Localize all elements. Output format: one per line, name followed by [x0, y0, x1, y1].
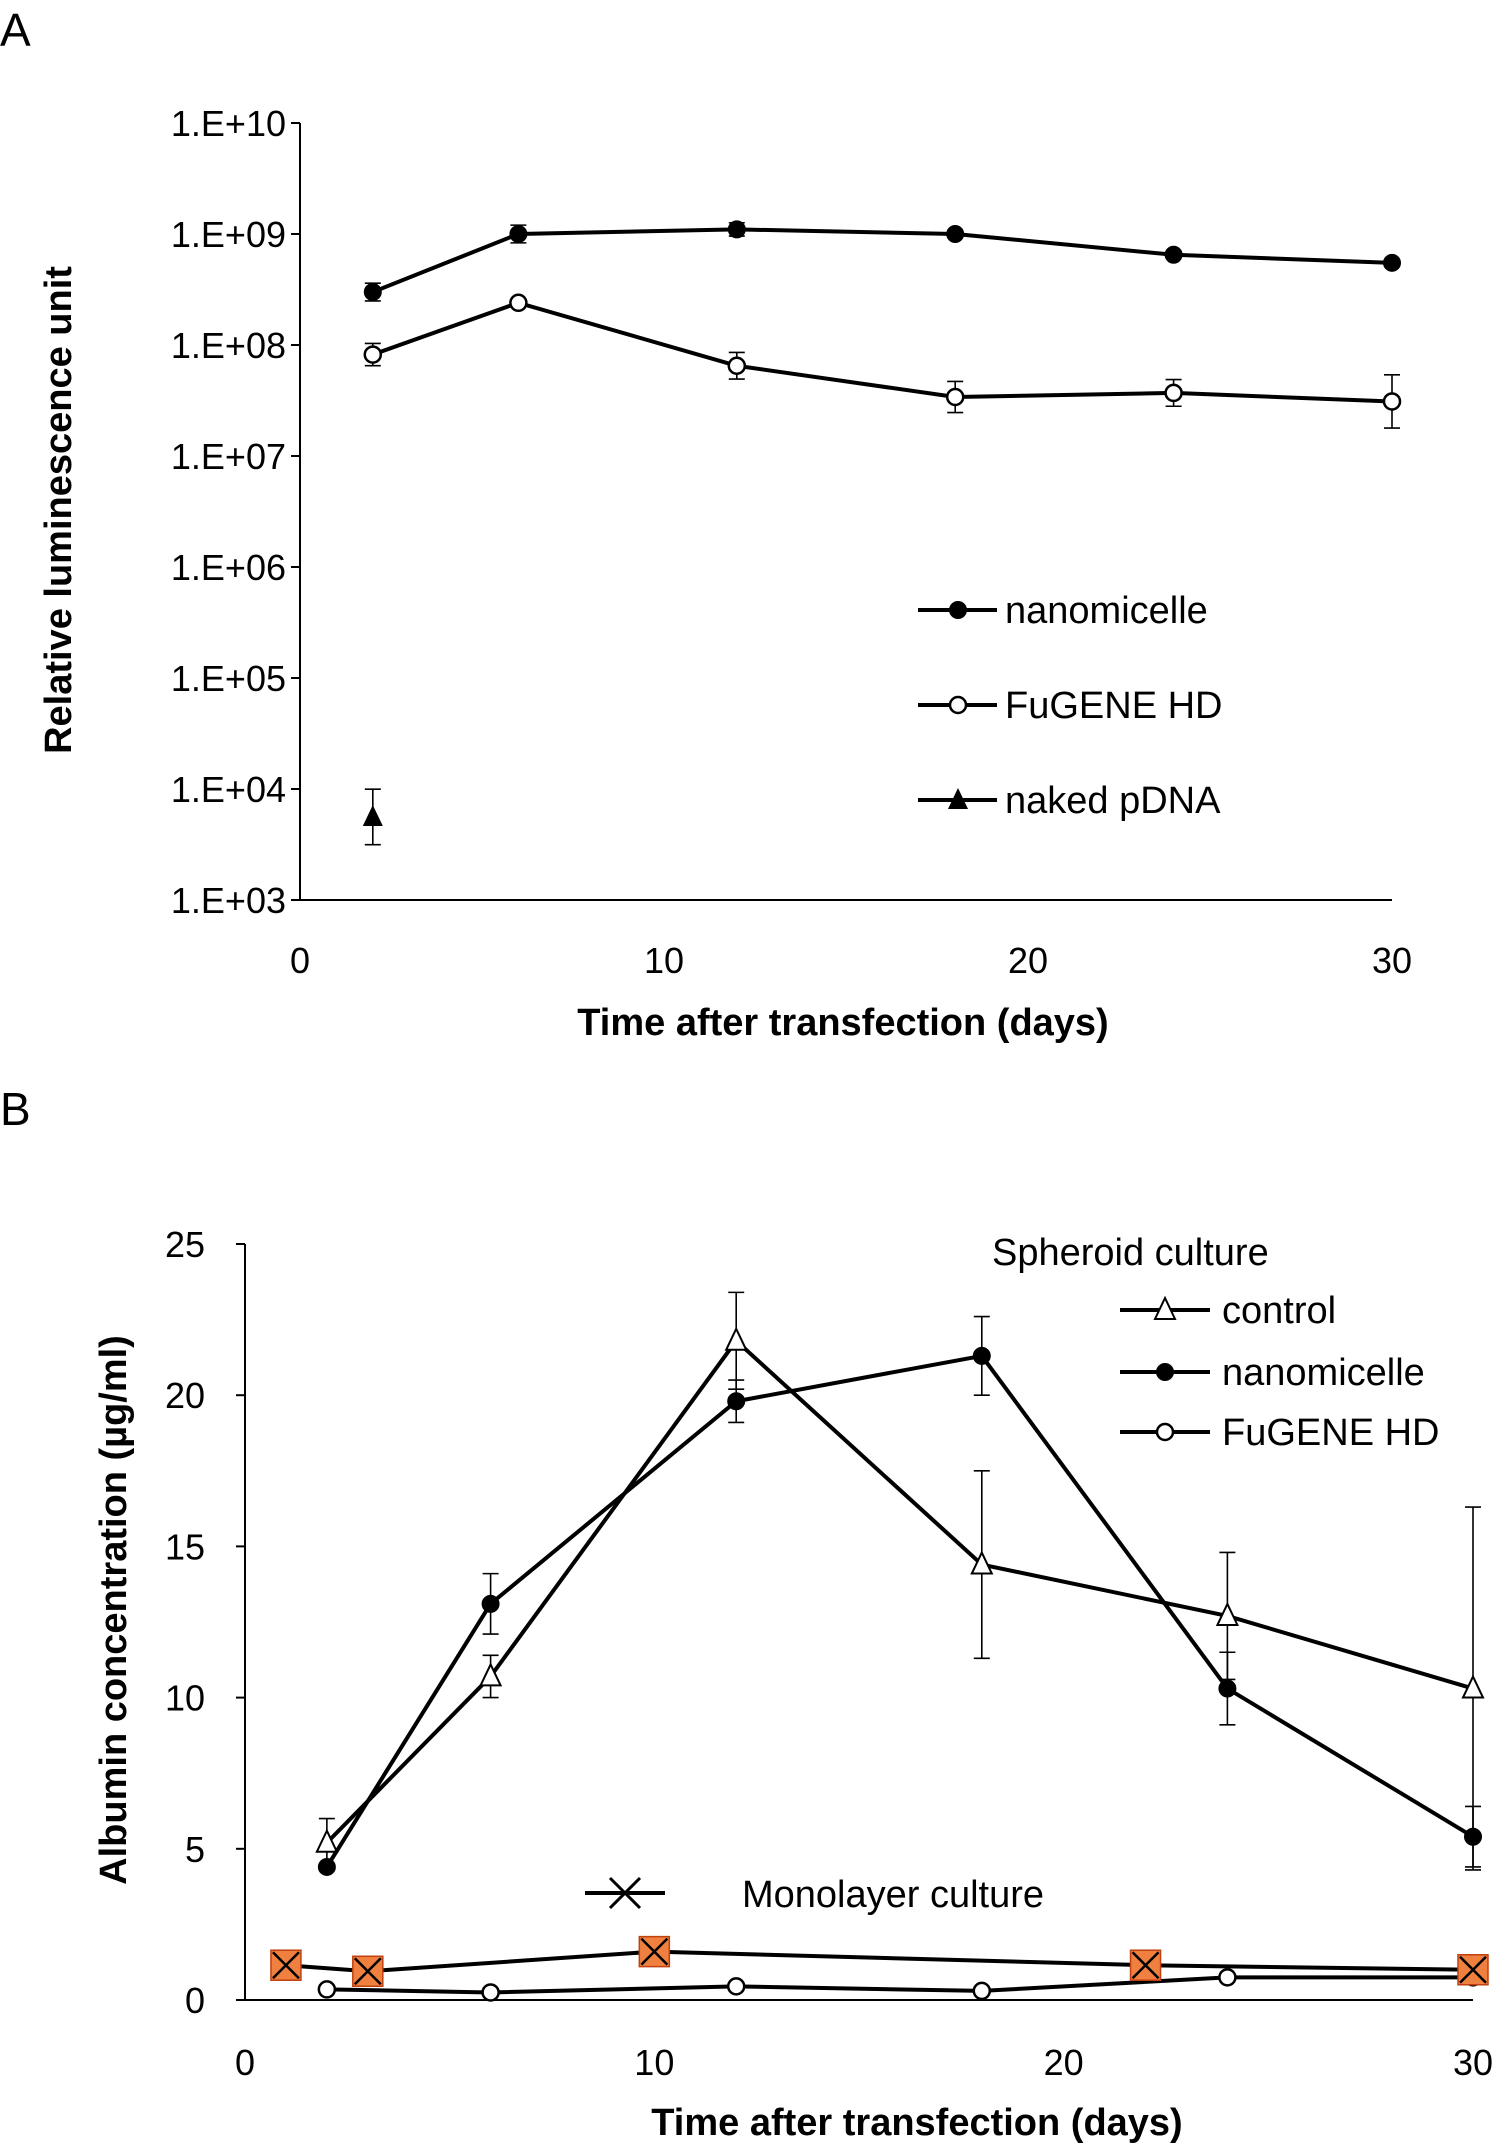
data-point	[363, 283, 382, 302]
y-tick-label: 1.E+03	[171, 880, 286, 921]
data-point-cross	[1131, 1951, 1160, 1980]
x-tick-label: 20	[1044, 2042, 1084, 2083]
data-point	[1382, 392, 1402, 411]
y-tick-label: 5	[185, 1829, 205, 1870]
monolayer-label: Monolayer culture	[742, 1874, 1044, 1916]
series-line	[285, 1949, 1474, 1974]
y-tick-label: 1.E+07	[171, 436, 286, 477]
data-point	[481, 1983, 500, 2002]
data-point	[509, 293, 528, 313]
series-line	[372, 227, 1393, 294]
legend-marker	[948, 695, 968, 715]
data-point	[1218, 1679, 1237, 1698]
x-tick-label: 20	[1008, 940, 1048, 981]
y-tick-label: 20	[165, 1375, 205, 1416]
data-point-cross	[640, 1937, 669, 1966]
x-tick-label: 30	[1372, 940, 1412, 981]
monolayer-legend-x-icon	[608, 1876, 642, 1910]
y-tick-label: 25	[165, 1224, 205, 1265]
y-tick-label: 1.E+06	[171, 547, 286, 588]
series-line	[326, 1975, 1473, 1995]
data-point-cross	[1459, 1955, 1487, 1984]
legend-marker	[948, 788, 968, 809]
series-fugene-hd	[363, 293, 1402, 429]
panel-a-plot: 1.E+03 1.E+04 1.E+05 1.E+06 1.E+07 1.E+08 1.E+…	[171, 103, 1412, 981]
series-nanomicelle	[363, 220, 1401, 302]
data-point	[317, 1857, 336, 1876]
panel-a-xlabel: Time after transfection (days)	[577, 1002, 1108, 1044]
legend-label: nanomicelle	[1005, 590, 1208, 632]
x-tick-label: 0	[235, 2042, 255, 2083]
x-tick-label: 30	[1453, 2042, 1493, 2083]
data-point	[970, 1550, 994, 1575]
legend-label: nanomicelle	[1222, 1352, 1425, 1394]
legend-marker	[949, 601, 967, 619]
series-nanomicelle	[317, 1315, 1482, 1876]
x-tick-label: 10	[644, 940, 684, 981]
data-point	[317, 1980, 337, 1999]
legend-label: FuGENE HD	[1005, 685, 1222, 727]
data-point	[481, 1594, 500, 1613]
data-point	[315, 1828, 339, 1853]
legend-marker	[1156, 1363, 1174, 1381]
y-tick-label: 1.E+08	[171, 325, 286, 366]
data-point	[727, 1392, 746, 1411]
y-tick-label: 0	[185, 1980, 205, 2021]
series-naked-pdna	[362, 788, 383, 846]
data-point	[946, 225, 965, 243]
series-line	[372, 300, 1393, 404]
panel-b-ylabel: Albumin concentration (µg/ml)	[93, 1335, 135, 1885]
y-tick-label: 15	[165, 1526, 205, 1567]
legend-label: control	[1222, 1290, 1336, 1332]
data-point	[1164, 383, 1183, 403]
legend-label: FuGENE HD	[1222, 1412, 1439, 1454]
data-point	[1215, 1601, 1239, 1626]
series-line	[325, 1337, 1474, 1845]
data-point	[972, 1981, 992, 2001]
data-point	[972, 1346, 991, 1365]
data-point	[1383, 253, 1401, 272]
data-point	[1218, 1968, 1237, 1987]
panel-b-legend-title: Spheroid culture	[992, 1232, 1269, 1274]
data-point	[1464, 1827, 1482, 1846]
x-tick-label: 10	[634, 2042, 674, 2083]
data-point	[479, 1662, 503, 1687]
data-point	[945, 387, 965, 407]
y-tick-label: 1.E+09	[171, 214, 286, 255]
x-tick-label: 0	[290, 940, 310, 981]
panel-b-xlabel: Time after transfection (days)	[651, 2102, 1182, 2144]
data-point	[724, 1326, 748, 1351]
legend-marker	[1153, 1295, 1177, 1320]
data-point	[1164, 245, 1183, 264]
data-point	[363, 345, 383, 364]
series-control	[315, 1291, 1485, 1871]
y-tick-label: 1.E+10	[171, 103, 286, 144]
data-point	[726, 1977, 746, 1996]
panel-b-plot: 0 5 10 15 20 25 0 10 20 30 control nanomicelle FuGEN…	[165, 1224, 1493, 2083]
data-point	[362, 804, 383, 826]
data-point	[727, 220, 746, 239]
y-tick-label: 1.E+05	[171, 658, 286, 699]
y-tick-label: 10	[165, 1678, 205, 1719]
panel-a-label: A	[0, 4, 31, 56]
legend-marker	[1155, 1422, 1175, 1442]
data-point	[727, 356, 747, 376]
series-fugene-hd	[317, 1968, 1483, 2002]
series-monolayer-culture	[270, 1935, 1489, 1988]
data-point-cross	[272, 1951, 300, 1980]
y-tick-label: 1.E+04	[171, 769, 286, 810]
data-point	[509, 225, 528, 243]
data-point-cross	[353, 1957, 382, 1986]
panel-a-ylabel: Relative luminescence unit	[38, 266, 80, 754]
panel-b-label: B	[0, 1083, 31, 1135]
series-line	[325, 1353, 1475, 1869]
legend-label: naked pDNA	[1005, 780, 1221, 822]
data-point	[1461, 1674, 1485, 1699]
